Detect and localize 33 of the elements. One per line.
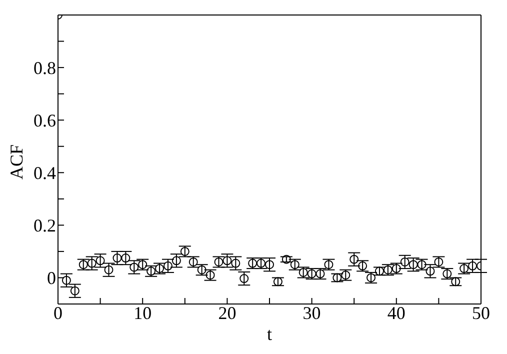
y-axis-title: ACF [6, 144, 26, 180]
point [273, 277, 282, 286]
point [468, 261, 478, 270]
y-tick-label: 0.8 [34, 58, 56, 78]
point [350, 254, 359, 264]
x-axis-title: t [266, 324, 272, 344]
y-tick-label: 0.4 [34, 163, 56, 184]
point [70, 286, 80, 296]
point [400, 257, 410, 266]
point [231, 258, 240, 268]
point [163, 261, 172, 270]
y-tick-label: 0 [47, 268, 56, 288]
x-tick-label: 20 [218, 302, 236, 323]
y-tick-label: 0.6 [34, 110, 56, 130]
x-tick-label: 10 [134, 302, 152, 323]
point [104, 265, 114, 274]
point [282, 254, 291, 264]
y-tick-label: 0.2 [34, 216, 56, 236]
point [62, 276, 71, 285]
point [112, 254, 122, 263]
point [240, 274, 249, 284]
x-tick-label: 50 [472, 302, 490, 323]
point [408, 260, 418, 270]
x-tick-label: 40 [387, 302, 406, 323]
point [222, 256, 232, 266]
point [121, 254, 130, 263]
point [426, 266, 435, 276]
point [87, 258, 96, 268]
x-tick-label: 30 [302, 302, 321, 323]
point [96, 256, 105, 266]
point [130, 262, 139, 272]
point [265, 260, 274, 270]
point [172, 256, 181, 266]
